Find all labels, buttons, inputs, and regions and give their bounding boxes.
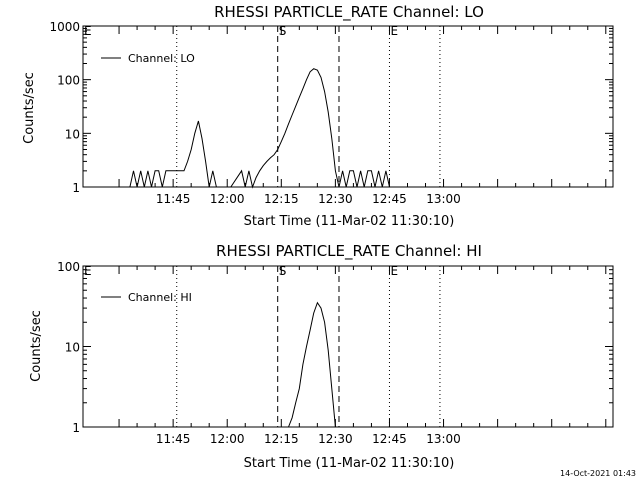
x-tick-label-hi: 11:45 <box>156 432 191 446</box>
y-tick-label-lo: 1 <box>72 181 80 195</box>
chart-title-lo: RHESSI PARTICLE_RATE Channel: LO <box>214 3 484 22</box>
x-axis-label-hi: Start Time (11-Mar-02 11:30:10) <box>244 456 455 471</box>
marker-label-lo: E <box>84 24 92 38</box>
x-tick-label-lo: 12:15 <box>264 192 299 206</box>
plot-frame-lo <box>82 25 614 188</box>
legend-label-hi: Channel: HI <box>128 291 192 304</box>
x-tick-label-lo: 12:00 <box>210 192 245 206</box>
chart-title-hi: RHESSI PARTICLE_RATE Channel: HI <box>216 242 482 261</box>
y-axis-label-hi: Counts/sec <box>29 310 44 382</box>
x-tick-label-hi: 12:00 <box>210 432 245 446</box>
x-tick-label-hi: 12:15 <box>264 432 299 446</box>
x-tick-label-lo: 13:00 <box>426 192 461 206</box>
y-tick-label-hi: 100 <box>57 260 80 274</box>
x-tick-label-lo: 12:30 <box>318 192 353 206</box>
x-tick-label-lo: 12:45 <box>372 192 407 206</box>
x-tick-label-hi: 13:00 <box>426 432 461 446</box>
x-tick-label-hi: 12:45 <box>372 432 407 446</box>
y-tick-label-lo: 100 <box>57 74 80 88</box>
marker-label-hi: E <box>390 264 398 278</box>
y-axis-label-lo: Counts/sec <box>22 72 37 144</box>
legend-label-lo: Channel: LO <box>128 52 195 65</box>
timestamp-label: 14-Oct-2021 01:43 <box>560 469 636 478</box>
y-tick-label-hi: 1 <box>72 421 80 435</box>
marker-label-lo: S <box>279 24 287 38</box>
x-tick-label-lo: 11:45 <box>156 192 191 206</box>
y-tick-label-hi: 10 <box>65 341 80 355</box>
x-axis-label-lo: Start Time (11-Mar-02 11:30:10) <box>244 214 455 229</box>
series-line-lo <box>129 68 394 189</box>
series-line-hi <box>288 301 336 428</box>
y-tick-label-lo: 1000 <box>49 20 80 34</box>
marker-label-hi: S <box>279 264 287 278</box>
plot-layer: 1 10 100 1000 11:45 12:00 12:15 12:30 12:45 13:00… <box>49 20 614 446</box>
x-tick-label-hi: 12:30 <box>318 432 353 446</box>
marker-label-hi: E <box>84 264 92 278</box>
y-tick-label-lo: 10 <box>65 127 80 141</box>
marker-label-lo: E <box>390 24 398 38</box>
